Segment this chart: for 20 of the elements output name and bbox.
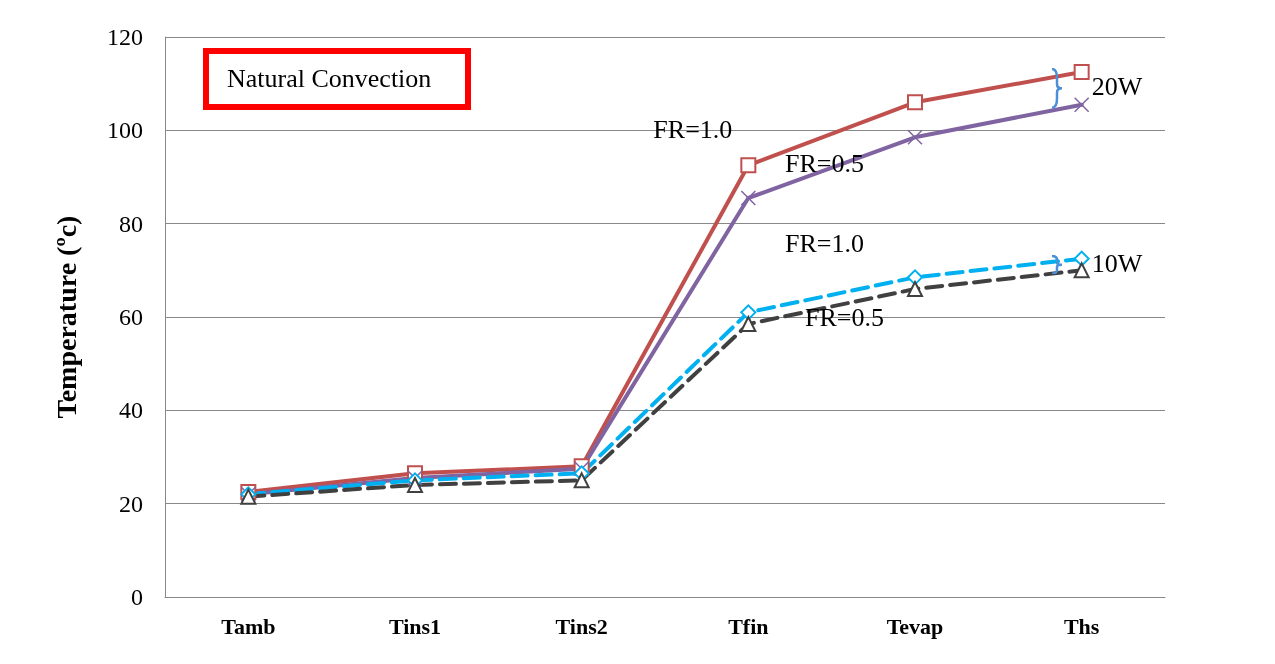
y-tick-label: 60 (119, 304, 143, 330)
x-tick-label: Tfin (728, 613, 769, 639)
annotation: FR=1.0 (653, 115, 733, 146)
y-tick-label: 100 (107, 117, 143, 144)
annotation: FR=1.0 (785, 229, 864, 260)
y-tick-label: 80 (119, 210, 143, 237)
y-axis-title: Temperature (ºc) (50, 215, 82, 419)
x-tick-label: Ths (1063, 613, 1100, 639)
annotation: FR=0.5 (805, 303, 884, 333)
y-tick-label: 40 (119, 397, 143, 424)
x-tick-label: Tins2 (555, 613, 608, 639)
y-tick-label: 0 (131, 584, 143, 610)
x-tick-label: Tamb (221, 613, 276, 639)
y-tick-label: 120 (107, 24, 143, 50)
annotation: 20W (1091, 72, 1143, 103)
annotation: Natural Convection (203, 48, 472, 110)
x-tick-label: Tevap (886, 613, 944, 639)
y-tick-label: 20 (119, 490, 143, 517)
x-tick-label: Tins1 (388, 613, 442, 639)
annotation: 10W (1091, 248, 1143, 279)
